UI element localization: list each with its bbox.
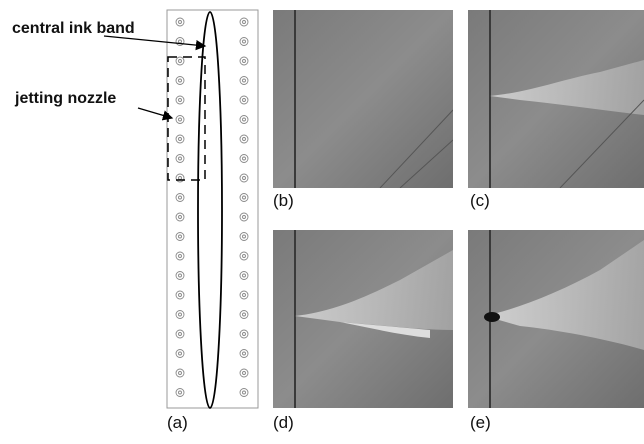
photo-e — [468, 230, 644, 408]
panel-label: (d) — [273, 413, 294, 432]
panel-label: (a) — [167, 413, 188, 432]
photo-d — [273, 230, 453, 408]
annotation: central ink band — [12, 20, 135, 37]
photo-c — [468, 10, 644, 188]
page: central ink band jetting nozzle (a) (b) … — [0, 0, 644, 439]
nozzle-plate — [167, 10, 258, 408]
photo-b — [273, 10, 453, 188]
panel-label: (c) — [470, 191, 490, 210]
figure: central ink band jetting nozzle (a) (b) … — [0, 0, 644, 439]
panel-label: (b) — [273, 191, 294, 210]
annotation: jetting nozzle — [14, 90, 116, 107]
panel-label: (e) — [470, 413, 491, 432]
